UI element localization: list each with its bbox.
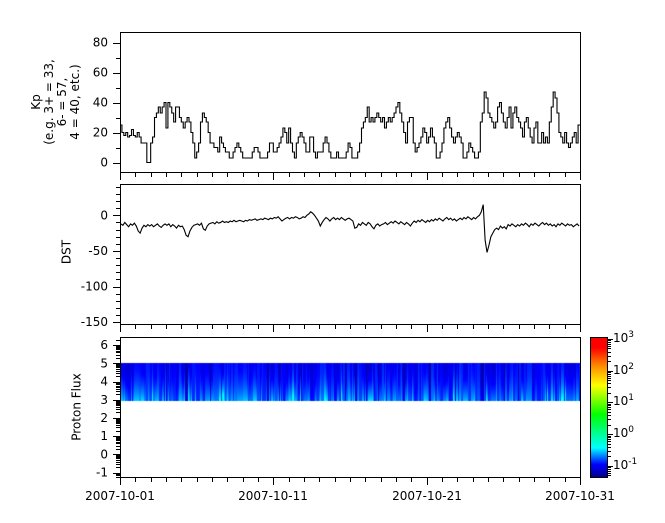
colorbar-tick-label: 10-1 — [613, 456, 638, 472]
dst-ytick-label: -100 — [81, 280, 108, 294]
dst-ytick-label: -150 — [81, 315, 108, 329]
kp-frame — [120, 32, 581, 173]
proton_flux-ytick-label: -1 — [96, 466, 108, 480]
kp-ytick-label: 80 — [93, 36, 108, 50]
dst-frame — [120, 184, 581, 325]
x-tick-label-2: 2007-10-21 — [392, 489, 462, 503]
proton_flux-ytick-label: 0 — [100, 447, 108, 461]
proton_flux-ytick-label: 6 — [100, 338, 108, 352]
proton_flux-ytick-label: 1 — [100, 429, 108, 443]
colorbar-tick-label: 100 — [613, 425, 635, 441]
colorbar — [590, 337, 608, 478]
proton_flux-ytick-label: 4 — [100, 375, 108, 389]
dst-ytick-label: -50 — [88, 244, 108, 258]
colorbar-tick-label: 103 — [613, 329, 635, 345]
kp-ytick-label: 60 — [93, 66, 108, 80]
proton_flux-ytick-label: 3 — [100, 393, 108, 407]
proton-flux-spectrogram — [121, 338, 580, 478]
kp-series-line — [120, 91, 580, 164]
proton_flux-frame — [120, 337, 581, 478]
colorbar-tick-label: 102 — [613, 361, 635, 377]
x-tick-label-1: 2007-10-11 — [238, 489, 308, 503]
kp-ytick-label: 0 — [100, 156, 108, 170]
x-tick-label-0: 2007-10-01 — [85, 489, 155, 503]
dst-axis-label: DST — [59, 239, 74, 265]
x-tick-label-3: 2007-10-31 — [545, 489, 615, 503]
proton-flux-axis-label: Proton Flux — [69, 373, 84, 441]
dst-ytick-label: 0 — [100, 208, 108, 222]
kp-ytick-label: 40 — [93, 96, 108, 110]
proton_flux-ytick-label: 2 — [100, 411, 108, 425]
kp-axis-label: Kp (e.g. 3+ = 33, 6- = 57, 4 = 40, etc.) — [29, 59, 82, 145]
dst-series-line — [120, 204, 580, 253]
kp-ytick-label: 20 — [93, 126, 108, 140]
proton_flux-ytick-label: 5 — [100, 356, 108, 370]
colorbar-tick-label: 101 — [613, 393, 635, 409]
